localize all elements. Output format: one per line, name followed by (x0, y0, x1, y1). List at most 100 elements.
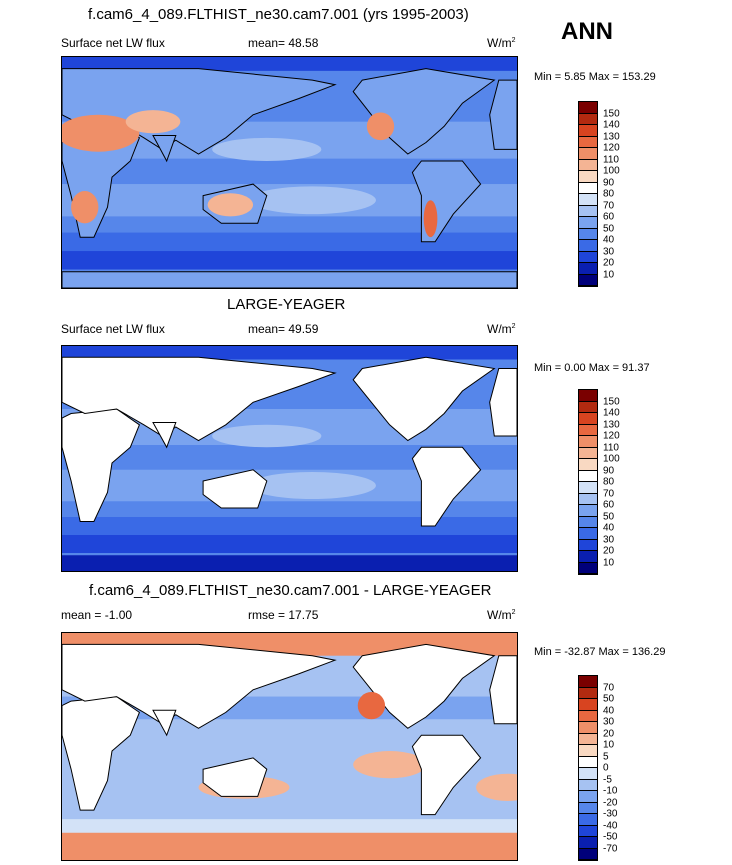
colorbar-segment (579, 768, 597, 780)
colorbar-tick-label: 30 (603, 246, 615, 257)
colorbar-segment (579, 779, 597, 791)
panel-3-minmax: Min = -32.87 Max = 136.29 (534, 646, 666, 658)
colorbar-segment (579, 482, 597, 494)
colorbar-segment (579, 251, 597, 263)
colorbar-segment (579, 551, 597, 563)
colorbar-segment (579, 687, 597, 699)
colorbar-segment (579, 182, 597, 194)
colorbar-segment (579, 802, 597, 814)
colorbar-tick-label: 110 (603, 154, 619, 165)
colorbar-tick-label: 50 (603, 511, 615, 522)
colorbar-tick-label: 130 (603, 419, 620, 430)
panel-3-title: f.cam6_4_089.FLTHIST_ne30.cam7.001 - LAR… (89, 582, 492, 599)
colorbar-segment (579, 171, 597, 183)
panel-1-colorbar: 150 140 130 120 110 100 90 80 70 60 50 40 30 20 10 (578, 101, 620, 287)
colorbar-tick-label: 70 (603, 488, 615, 499)
colorbar-segment (579, 722, 597, 734)
panel-2-colorbar: 150 140 130 120 110 100 90 80 70 60 50 40 30 20 10 (578, 389, 620, 575)
colorbar-segment (579, 756, 597, 768)
colorbar-segment (579, 159, 597, 171)
colorbar-tick-label: -50 (603, 831, 618, 843)
colorbar-tick-label: 90 (603, 177, 615, 188)
colorbar-tick-label: 20 (603, 257, 615, 269)
colorbar-tick-label: 70 (603, 682, 615, 693)
panel-1-mean: mean= 48.58 (248, 36, 319, 50)
colorbar-tick-label: 80 (603, 476, 615, 488)
colorbar-segment (579, 240, 597, 252)
panel-3-colorbar: 70 50 40 30 20 10 5 0 -5 -10 -20 -30 -40 -50 -70 (578, 675, 617, 861)
colorbar-segment (579, 837, 597, 849)
colorbar-tick-label: 20 (603, 545, 615, 557)
colorbar-segment (579, 148, 597, 160)
colorbar-tick-label: 150 (603, 396, 620, 407)
colorbar-segment (579, 136, 597, 148)
colorbar-segment (579, 470, 597, 482)
colorbar-segment (579, 699, 597, 711)
colorbar-segment (579, 459, 597, 471)
colorbar-tick-label: 100 (603, 453, 620, 465)
colorbar-segment (579, 194, 597, 206)
colorbar-segment (579, 825, 597, 837)
colorbar-segment (579, 102, 597, 114)
colorbar-segment (579, 745, 597, 757)
colorbar-segment (579, 401, 597, 413)
colorbar-tick-label: 80 (603, 188, 615, 200)
colorbar-tick-label: 5 (603, 751, 609, 762)
panel-1-left-label: Surface net LW flux (61, 36, 165, 50)
colorbar-segment (579, 228, 597, 240)
colorbar-tick-label: 90 (603, 465, 615, 476)
colorbar-tick-label: 10 (603, 739, 615, 751)
colorbar-segment (579, 539, 597, 551)
panel-1-units: W/m2 (487, 36, 516, 50)
colorbar-tick-label: 0 (603, 762, 609, 774)
colorbar-segment (579, 848, 597, 860)
colorbar-segment (579, 814, 597, 826)
panel-2-minmax: Min = 0.00 Max = 91.37 (534, 362, 650, 374)
colorbar-segment (579, 447, 597, 459)
colorbar-tick-label: 10 (603, 269, 615, 280)
colorbar-segment (579, 263, 597, 275)
colorbar-tick-label: 50 (603, 693, 615, 705)
panel-2-map (61, 345, 518, 572)
colorbar-segment (579, 528, 597, 540)
colorbar-tick-label: 100 (603, 165, 620, 177)
colorbar-segment (579, 217, 597, 229)
panel-1-title: f.cam6_4_089.FLTHIST_ne30.cam7.001 (yrs … (88, 6, 469, 23)
colorbar-tick-label: 30 (603, 716, 615, 728)
colorbar-segment (579, 505, 597, 517)
colorbar-tick-label: 60 (603, 211, 615, 223)
colorbar-tick-label: 40 (603, 522, 615, 534)
panel-1-map-canvas (62, 57, 517, 288)
colorbar-segment (579, 733, 597, 745)
colorbar-tick-label: -5 (603, 774, 612, 785)
colorbar-tick-label: 120 (603, 430, 620, 442)
colorbar-segment (579, 424, 597, 436)
colorbar-segment (579, 113, 597, 125)
colorbar-tick-label: 140 (603, 119, 620, 131)
panel-1-map (61, 56, 518, 289)
panel-3-units: W/m2 (487, 608, 516, 622)
panel-2-left-label: Surface net LW flux (61, 322, 165, 336)
colorbar-segment (579, 413, 597, 425)
colorbar-segment (579, 125, 597, 137)
colorbar-tick-label: -10 (603, 785, 618, 797)
colorbar-segment (579, 791, 597, 803)
colorbar-segment (579, 274, 597, 286)
colorbar-segment (579, 710, 597, 722)
colorbar-tick-label: 130 (603, 131, 620, 142)
colorbar-tick-label: 150 (603, 108, 620, 119)
colorbar-segment (579, 436, 597, 448)
panel-2-map-canvas (62, 346, 517, 571)
season-label: ANN (561, 18, 613, 45)
colorbar-tick-label: 120 (603, 142, 620, 154)
colorbar-tick-label: -20 (603, 797, 618, 808)
panel-3-mean: mean = -1.00 (61, 608, 133, 622)
colorbar-tick-label: -40 (603, 820, 618, 831)
colorbar-tick-label: 20 (603, 728, 615, 739)
colorbar-tick-label: 60 (603, 499, 615, 511)
colorbar-tick-label: 110 (603, 442, 619, 453)
colorbar-tick-label: -30 (603, 808, 618, 820)
colorbar-segment (579, 562, 597, 574)
panel-3-rmse: rmse = 17.75 (248, 608, 319, 622)
colorbar-segment (579, 390, 597, 402)
